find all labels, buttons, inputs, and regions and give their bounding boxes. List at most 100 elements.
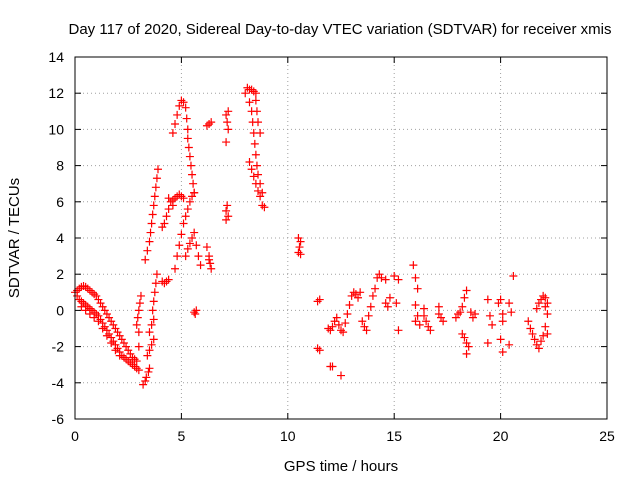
data-point xyxy=(254,170,263,179)
data-point xyxy=(192,306,201,315)
data-point xyxy=(328,322,337,331)
y-tick-label: 4 xyxy=(56,230,64,246)
x-tick-label: 0 xyxy=(71,428,79,444)
data-point xyxy=(251,179,260,188)
data-point xyxy=(256,192,265,201)
data-point xyxy=(194,252,203,261)
data-point xyxy=(507,308,516,317)
data-points xyxy=(71,83,552,389)
data-point xyxy=(223,118,232,127)
data-point xyxy=(328,362,337,371)
data-point xyxy=(145,237,154,246)
data-point xyxy=(249,129,258,138)
data-point xyxy=(150,192,159,201)
x-tick-label: 15 xyxy=(386,428,402,444)
data-point xyxy=(541,322,550,331)
data-point xyxy=(362,326,371,335)
data-point xyxy=(245,157,254,166)
data-point xyxy=(526,324,535,333)
data-point xyxy=(528,329,537,338)
data-point xyxy=(543,310,552,319)
plot-frame xyxy=(74,56,608,420)
data-point xyxy=(241,89,250,98)
data-point xyxy=(179,98,188,107)
y-tick-label: 2 xyxy=(56,266,64,282)
y-tick-label: 14 xyxy=(48,49,64,65)
data-point xyxy=(411,317,420,326)
data-point xyxy=(224,107,233,116)
data-point xyxy=(466,308,475,317)
data-point xyxy=(185,239,194,248)
data-point xyxy=(251,89,260,98)
data-point xyxy=(334,320,343,329)
data-point xyxy=(181,252,190,261)
data-point xyxy=(146,228,155,237)
data-point xyxy=(142,373,151,382)
data-point xyxy=(132,320,141,329)
y-tick-label: 6 xyxy=(56,194,64,210)
data-point xyxy=(337,371,345,380)
data-point xyxy=(147,320,156,329)
data-point xyxy=(164,205,173,214)
data-point xyxy=(94,317,103,326)
data-point xyxy=(251,150,260,159)
data-point xyxy=(248,118,257,127)
data-point xyxy=(160,219,169,228)
data-point xyxy=(134,342,143,351)
data-point xyxy=(149,201,158,210)
data-point xyxy=(153,165,162,174)
data-point xyxy=(539,331,548,340)
data-point xyxy=(377,273,386,282)
x-tick-label: 10 xyxy=(280,428,296,444)
data-point xyxy=(496,335,505,344)
data-point xyxy=(175,101,184,110)
data-point xyxy=(102,331,111,340)
data-point xyxy=(152,270,161,279)
data-point xyxy=(206,259,215,268)
data-point xyxy=(345,300,354,309)
data-point xyxy=(189,179,198,188)
data-point xyxy=(505,340,514,349)
data-point xyxy=(368,291,377,300)
data-point xyxy=(149,297,158,306)
data-point xyxy=(245,98,254,107)
y-tick-label: 0 xyxy=(56,302,64,318)
data-point xyxy=(164,275,173,284)
data-point xyxy=(222,215,231,224)
data-point xyxy=(356,288,365,297)
data-point xyxy=(419,304,428,313)
data-point xyxy=(222,206,231,215)
data-point xyxy=(202,243,211,252)
data-point xyxy=(419,311,428,320)
data-point xyxy=(181,103,190,112)
y-axis-label: SDTVAR / TECUs xyxy=(6,178,23,298)
data-point xyxy=(295,243,304,252)
data-point xyxy=(188,170,197,179)
chart-title: Day 117 of 2020, Sidereal Day-to-day VTE… xyxy=(69,21,612,38)
data-point xyxy=(141,376,150,385)
y-tick-label: 10 xyxy=(48,121,64,137)
data-point xyxy=(145,364,154,373)
data-point xyxy=(251,96,260,105)
data-point xyxy=(90,313,99,322)
data-point xyxy=(498,317,507,326)
data-point xyxy=(85,310,94,319)
data-point xyxy=(294,234,303,242)
data-point xyxy=(136,291,145,300)
data-point xyxy=(411,273,420,282)
data-point xyxy=(543,329,552,338)
data-point xyxy=(530,335,539,344)
data-point xyxy=(439,317,448,326)
data-point xyxy=(485,311,494,320)
data-point xyxy=(222,138,231,147)
data-point xyxy=(81,306,90,315)
data-point xyxy=(77,302,86,311)
data-point xyxy=(186,161,195,170)
data-point xyxy=(115,351,124,360)
data-point xyxy=(413,284,422,293)
data-point xyxy=(207,118,216,127)
data-point xyxy=(149,335,158,344)
data-point xyxy=(394,326,403,335)
